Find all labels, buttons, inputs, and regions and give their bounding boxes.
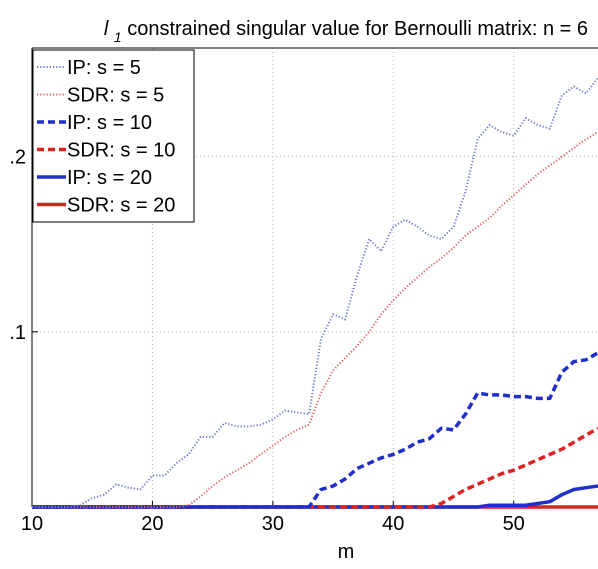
x-tick-label-40: 40 [382, 513, 404, 535]
x-tick-label-30: 30 [262, 513, 284, 535]
legend-label-1: SDR: s = 5 [67, 85, 164, 107]
legend-label-2: IP: s = 10 [67, 112, 152, 134]
series-line-0 [32, 77, 598, 508]
chart-title: l 1 constrained singular value for Berno… [104, 18, 588, 47]
series-line-2 [32, 351, 598, 509]
legend-label-3: SDR: s = 10 [67, 140, 175, 162]
x-tick-label-20: 20 [141, 513, 163, 535]
legend-label-0: IP: s = 5 [67, 57, 141, 79]
chart-title-rest: constrained singular value for Bernoulli… [127, 18, 588, 40]
legend-label-4: IP: s = 20 [67, 167, 152, 189]
legend: IP: s = 5 SDR: s = 5 IP: s = 10 SDR: s = 10… [32, 49, 195, 223]
y-tick-label-1: .2 [9, 147, 26, 169]
x-axis-label: m [338, 541, 355, 563]
chart-title-subscript: 1 [114, 29, 122, 45]
legend-box [32, 49, 195, 223]
x-tick-label-10: 10 [21, 513, 43, 535]
legend-label-5: SDR: s = 20 [67, 195, 175, 217]
series-lines [32, 77, 598, 509]
chart-title-italic: l [104, 18, 109, 40]
y-tick-label-0: .1 [9, 322, 26, 344]
x-tick-label-50: 50 [503, 513, 525, 535]
